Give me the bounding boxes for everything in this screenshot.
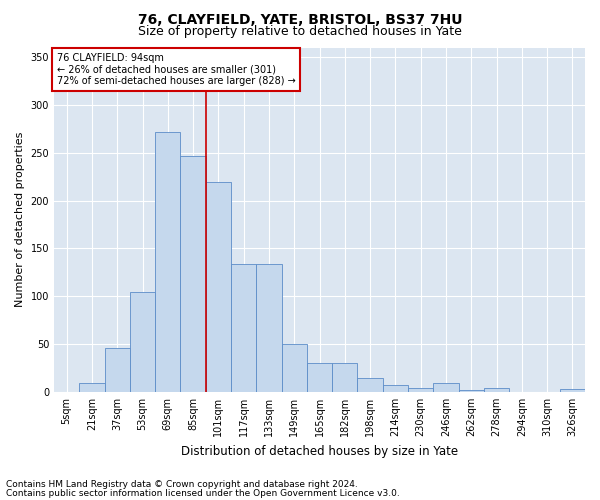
Text: Contains public sector information licensed under the Open Government Licence v3: Contains public sector information licen… — [6, 490, 400, 498]
Bar — [281, 344, 307, 392]
Text: Size of property relative to detached houses in Yate: Size of property relative to detached ho… — [138, 25, 462, 38]
Bar — [79, 384, 104, 392]
Bar — [458, 390, 484, 392]
Bar — [206, 182, 231, 392]
Text: 76 CLAYFIELD: 94sqm
← 26% of detached houses are smaller (301)
72% of semi-detac: 76 CLAYFIELD: 94sqm ← 26% of detached ho… — [56, 52, 295, 86]
Text: 76, CLAYFIELD, YATE, BRISTOL, BS37 7HU: 76, CLAYFIELD, YATE, BRISTOL, BS37 7HU — [138, 12, 462, 26]
Bar — [383, 385, 408, 392]
Bar — [130, 292, 155, 392]
Bar — [408, 388, 433, 392]
Y-axis label: Number of detached properties: Number of detached properties — [15, 132, 25, 308]
Text: Contains HM Land Registry data © Crown copyright and database right 2024.: Contains HM Land Registry data © Crown c… — [6, 480, 358, 489]
Bar — [104, 348, 130, 392]
Bar — [181, 156, 206, 392]
Bar — [560, 389, 585, 392]
Bar — [433, 384, 458, 392]
Bar — [231, 264, 256, 392]
Bar — [307, 363, 332, 392]
Bar — [155, 132, 181, 392]
Bar — [332, 363, 358, 392]
Bar — [256, 264, 281, 392]
X-axis label: Distribution of detached houses by size in Yate: Distribution of detached houses by size … — [181, 444, 458, 458]
Bar — [484, 388, 509, 392]
Bar — [358, 378, 383, 392]
